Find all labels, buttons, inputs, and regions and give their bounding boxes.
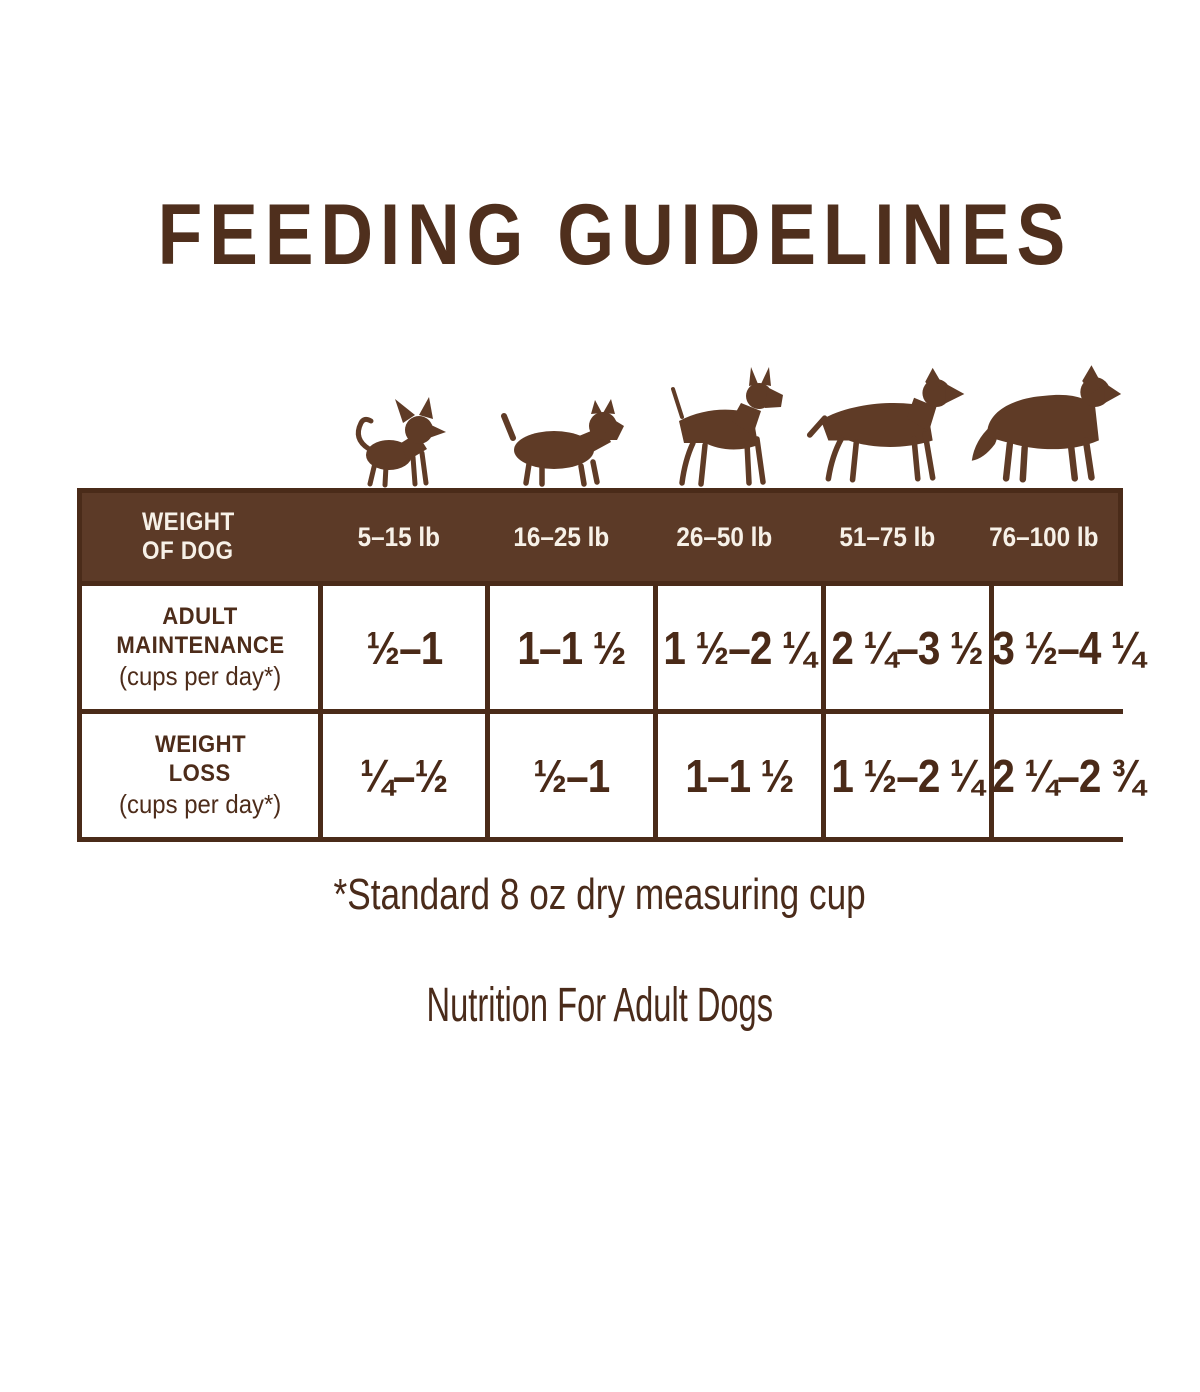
bernese-icon xyxy=(971,365,1122,483)
table-cell: ½–1 xyxy=(323,586,485,709)
boxer-icon xyxy=(671,367,783,487)
chihuahua-icon xyxy=(355,397,446,488)
feeding-table: WEIGHT OF DOG 5–15 lb 16–25 lb 26–50 lb … xyxy=(77,488,1145,842)
table-cell: ½–1 xyxy=(490,714,653,837)
nutrition-tagline: Nutrition For Adult Dogs xyxy=(426,979,774,1032)
dog-cell-2 xyxy=(480,388,643,488)
dog-size-row xyxy=(77,348,1123,488)
table-cell: 1–1 ½ xyxy=(490,586,653,709)
feeding-guidelines-label: FEEDING GUIDELINES xyxy=(77,187,1145,1033)
corner-header-weight-of-dog: WEIGHT OF DOG xyxy=(142,508,235,565)
column-header-26-50: 26–50 lb xyxy=(676,521,773,552)
column-header-5-15: 5–15 lb xyxy=(357,521,441,552)
column-header-51-75: 51–75 lb xyxy=(839,521,936,552)
terrier-icon xyxy=(501,399,624,487)
measuring-cup-footnote: *Standard 8 oz dry measuring cup xyxy=(333,870,867,919)
dog-cell-4 xyxy=(806,354,969,488)
table-cell: 1–1 ½ xyxy=(658,714,821,837)
table-cell: 2 ¼–2 ¾ xyxy=(993,714,1145,837)
page-title: FEEDING GUIDELINES xyxy=(157,187,1073,283)
column-header-76-100: 76–100 lb xyxy=(988,521,1099,552)
dog-cell-3 xyxy=(643,365,806,488)
row-label-weight-loss: WEIGHT LOSS (cups per day*) xyxy=(82,714,318,837)
dog-cell-5 xyxy=(969,350,1123,488)
table-header-row: WEIGHT OF DOG 5–15 lb 16–25 lb 26–50 lb … xyxy=(82,493,1118,581)
table-cell: 2 ¼–3 ½ xyxy=(826,586,989,709)
table-cell: ¼–½ xyxy=(323,714,485,837)
table-cell: 3 ½–4 ¼ xyxy=(993,586,1145,709)
row-label-adult-maintenance: ADULT MAINTENANCE (cups per day*) xyxy=(82,586,318,709)
dog-cell-1 xyxy=(318,393,480,488)
rottweiler-icon xyxy=(806,367,965,483)
table-cell: 1 ½–2 ¼ xyxy=(658,586,821,709)
table-body: ADULT MAINTENANCE (cups per day*) ½–1 1–… xyxy=(82,581,1145,837)
table-cell: 1 ½–2 ¼ xyxy=(826,714,989,837)
column-header-16-25: 16–25 lb xyxy=(513,521,610,552)
